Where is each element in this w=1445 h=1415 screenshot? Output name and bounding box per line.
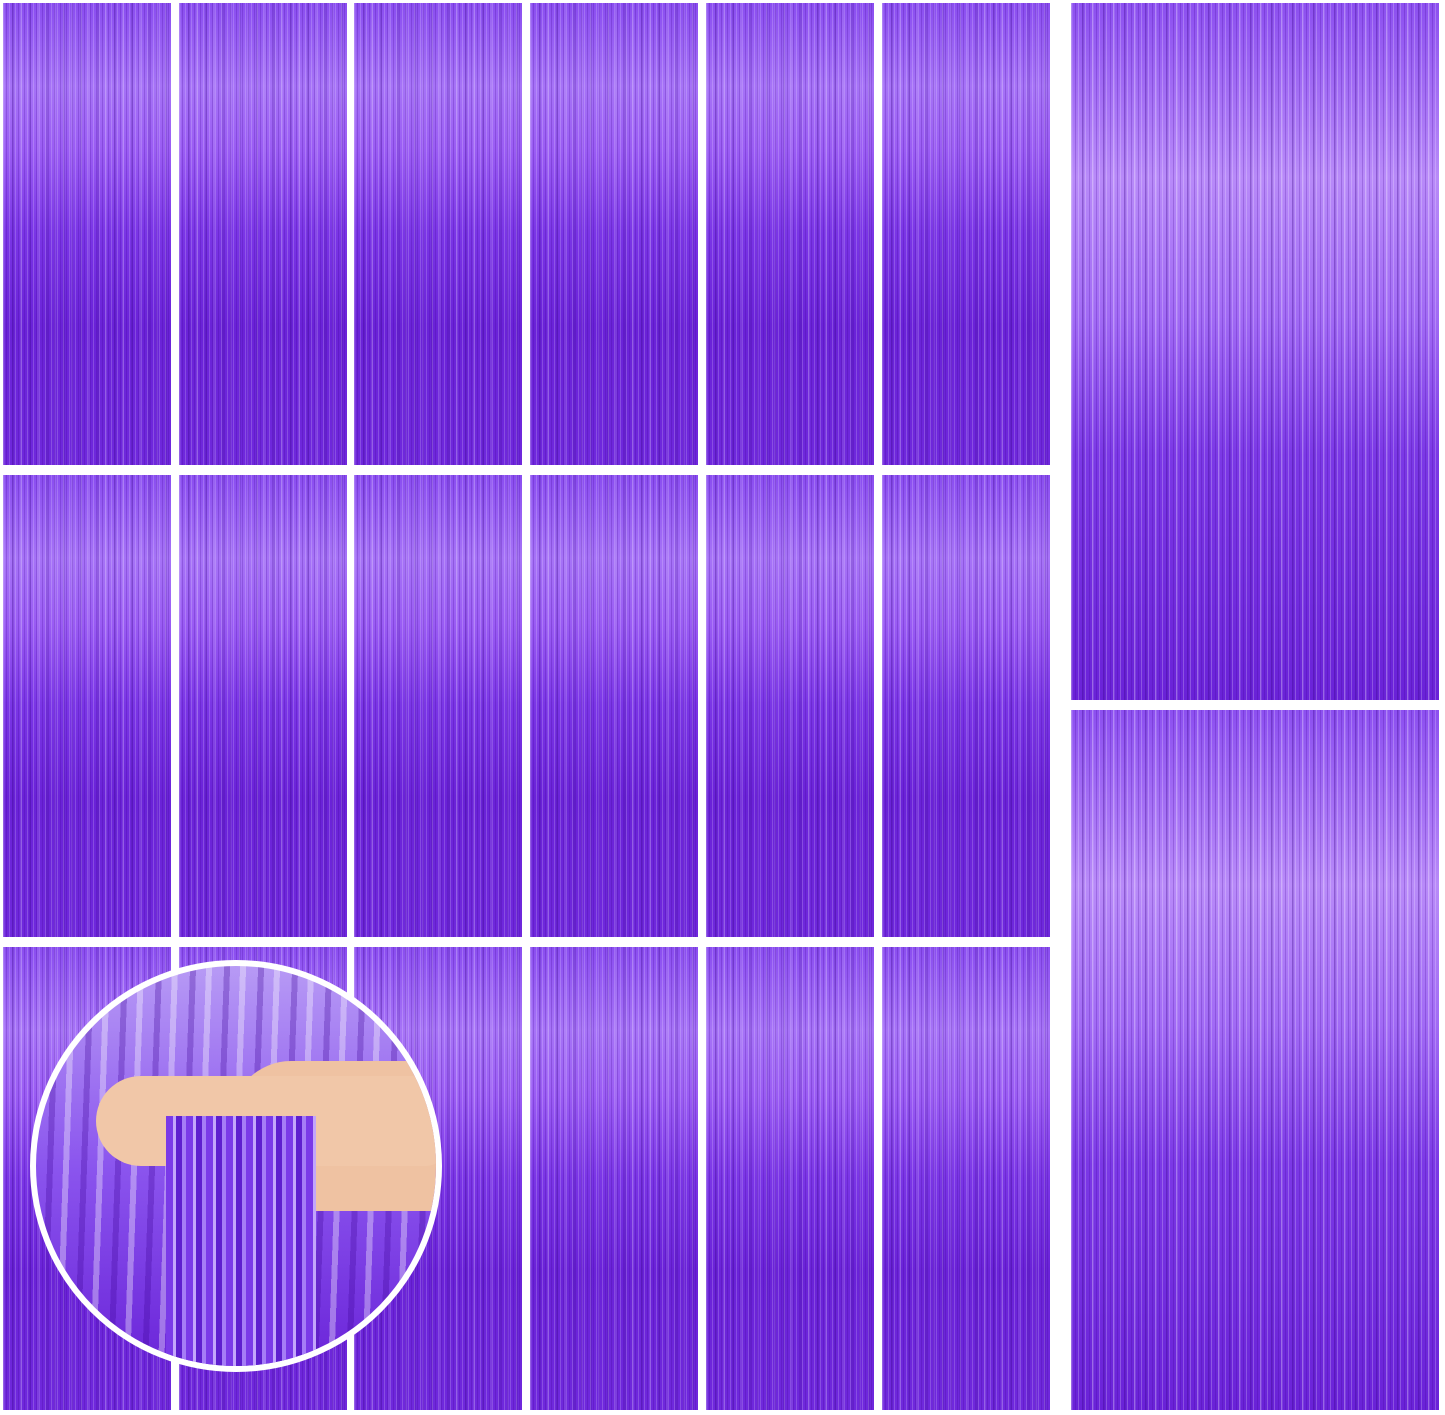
closeup-inset-circle: [30, 960, 442, 1372]
curtain-panel: [882, 947, 1050, 1410]
curtain-panel-large-bottom: [1071, 710, 1439, 1410]
curtain-panel: [354, 475, 522, 937]
curtain-panel: [530, 947, 698, 1410]
curtain-panel-large-top: [1071, 3, 1439, 700]
curtain-panel: [706, 947, 874, 1410]
curtain-panel: [706, 3, 874, 465]
fringe-closeup: [166, 1116, 316, 1366]
curtain-panel: [706, 475, 874, 937]
curtain-panel: [3, 475, 171, 937]
curtain-panel: [179, 475, 347, 937]
curtain-panel: [882, 3, 1050, 465]
curtain-panel: [179, 3, 347, 465]
curtain-panel: [3, 3, 171, 465]
curtain-panel: [530, 3, 698, 465]
curtain-panel: [354, 3, 522, 465]
curtain-panel: [882, 475, 1050, 937]
curtain-panel: [530, 475, 698, 937]
